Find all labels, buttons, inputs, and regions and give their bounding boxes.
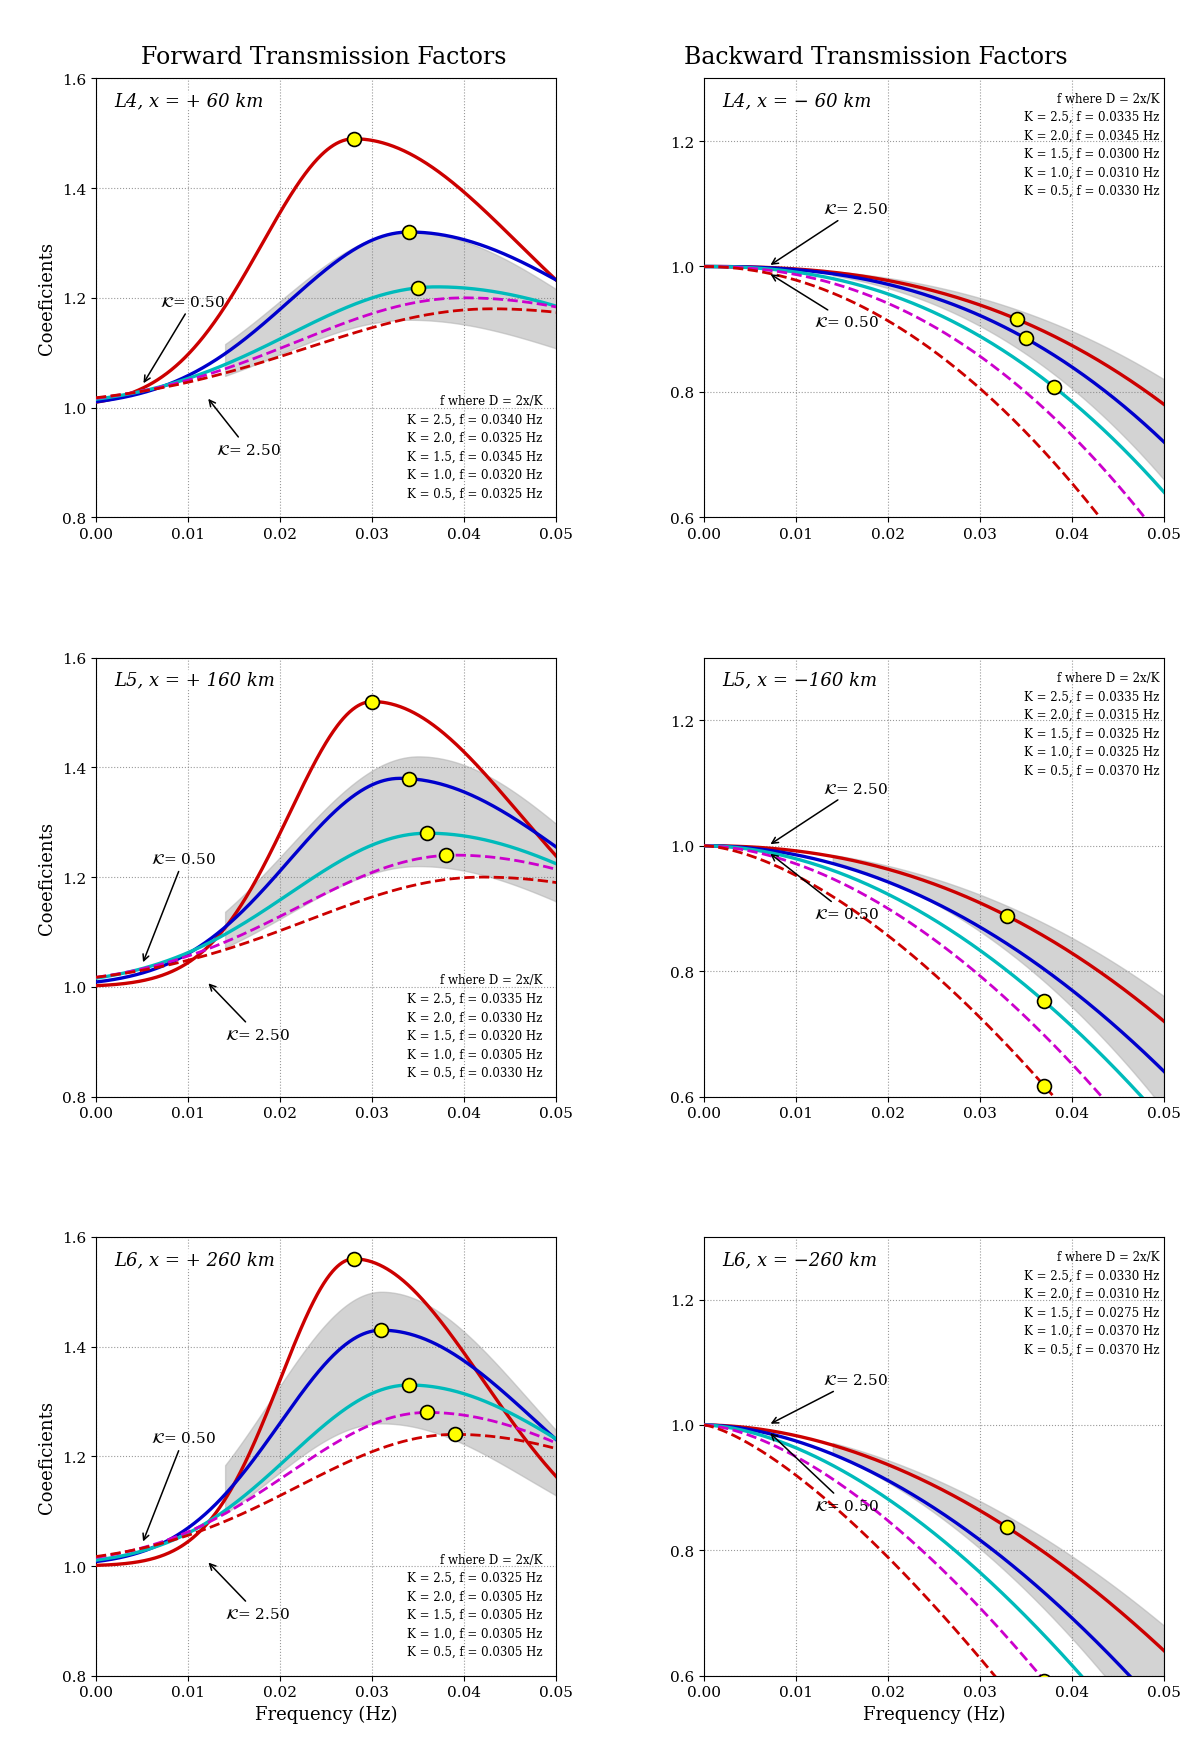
- Text: $\mathcal{K}$= 2.50: $\mathcal{K}$= 2.50: [772, 781, 888, 843]
- Text: $\mathcal{K}$= 0.50: $\mathcal{K}$= 0.50: [772, 1434, 880, 1514]
- Text: f where D = 2x/Κ
Κ = 2.5, f = 0.0325 Hz
Κ = 2.0, f = 0.0305 Hz
Κ = 1.5, f = 0.03: f where D = 2x/Κ Κ = 2.5, f = 0.0325 Hz …: [407, 1552, 542, 1658]
- Y-axis label: Coeeficients: Coeeficients: [38, 242, 56, 355]
- Text: L4, x = − 60 km: L4, x = − 60 km: [722, 92, 871, 111]
- Text: f where D = 2x/Κ
Κ = 2.5, f = 0.0340 Hz
Κ = 2.0, f = 0.0325 Hz
Κ = 1.5, f = 0.03: f where D = 2x/Κ Κ = 2.5, f = 0.0340 Hz …: [407, 395, 542, 501]
- Y-axis label: Coeeficients: Coeeficients: [38, 1401, 56, 1514]
- Text: Backward Transmission Factors: Backward Transmission Factors: [684, 46, 1068, 69]
- Text: f where D = 2x/Κ
Κ = 2.5, f = 0.0335 Hz
Κ = 2.0, f = 0.0315 Hz
Κ = 1.5, f = 0.03: f where D = 2x/Κ Κ = 2.5, f = 0.0335 Hz …: [1024, 672, 1159, 776]
- Text: f where D = 2x/Κ
Κ = 2.5, f = 0.0335 Hz
Κ = 2.0, f = 0.0345 Hz
Κ = 1.5, f = 0.03: f where D = 2x/Κ Κ = 2.5, f = 0.0335 Hz …: [1024, 92, 1159, 198]
- Text: $\mathcal{K}$= 0.50: $\mathcal{K}$= 0.50: [772, 856, 880, 921]
- Text: $\mathcal{K}$= 0.50: $\mathcal{K}$= 0.50: [144, 295, 226, 383]
- Text: $\mathcal{K}$= 2.50: $\mathcal{K}$= 2.50: [772, 203, 888, 265]
- Text: f where D = 2x/Κ
Κ = 2.5, f = 0.0330 Hz
Κ = 2.0, f = 0.0310 Hz
Κ = 1.5, f = 0.02: f where D = 2x/Κ Κ = 2.5, f = 0.0330 Hz …: [1024, 1251, 1159, 1357]
- Text: $\mathcal{K}$= 2.50: $\mathcal{K}$= 2.50: [772, 1372, 888, 1424]
- Text: L6, x = −260 km: L6, x = −260 km: [722, 1251, 877, 1268]
- Text: L5, x = + 160 km: L5, x = + 160 km: [114, 672, 275, 690]
- Text: $\mathcal{K}$= 2.50: $\mathcal{K}$= 2.50: [209, 400, 281, 457]
- Text: $\mathcal{K}$= 2.50: $\mathcal{K}$= 2.50: [210, 984, 290, 1043]
- Text: L4, x = + 60 km: L4, x = + 60 km: [114, 92, 264, 111]
- X-axis label: Frequency (Hz): Frequency (Hz): [254, 1706, 397, 1723]
- Text: f where D = 2x/Κ
Κ = 2.5, f = 0.0335 Hz
Κ = 2.0, f = 0.0330 Hz
Κ = 1.5, f = 0.03: f where D = 2x/Κ Κ = 2.5, f = 0.0335 Hz …: [407, 974, 542, 1080]
- X-axis label: Frequency (Hz): Frequency (Hz): [863, 1706, 1006, 1723]
- Text: $\mathcal{K}$= 0.50: $\mathcal{K}$= 0.50: [772, 275, 880, 330]
- Y-axis label: Coeeficients: Coeeficients: [38, 820, 56, 935]
- Text: $\mathcal{K}$= 0.50: $\mathcal{K}$= 0.50: [143, 1431, 216, 1540]
- Text: $\mathcal{K}$= 2.50: $\mathcal{K}$= 2.50: [210, 1565, 290, 1621]
- Text: L5, x = −160 km: L5, x = −160 km: [722, 672, 877, 690]
- Text: Forward Transmission Factors: Forward Transmission Factors: [142, 46, 506, 69]
- Text: $\mathcal{K}$= 0.50: $\mathcal{K}$= 0.50: [143, 852, 216, 961]
- Text: L6, x = + 260 km: L6, x = + 260 km: [114, 1251, 275, 1268]
